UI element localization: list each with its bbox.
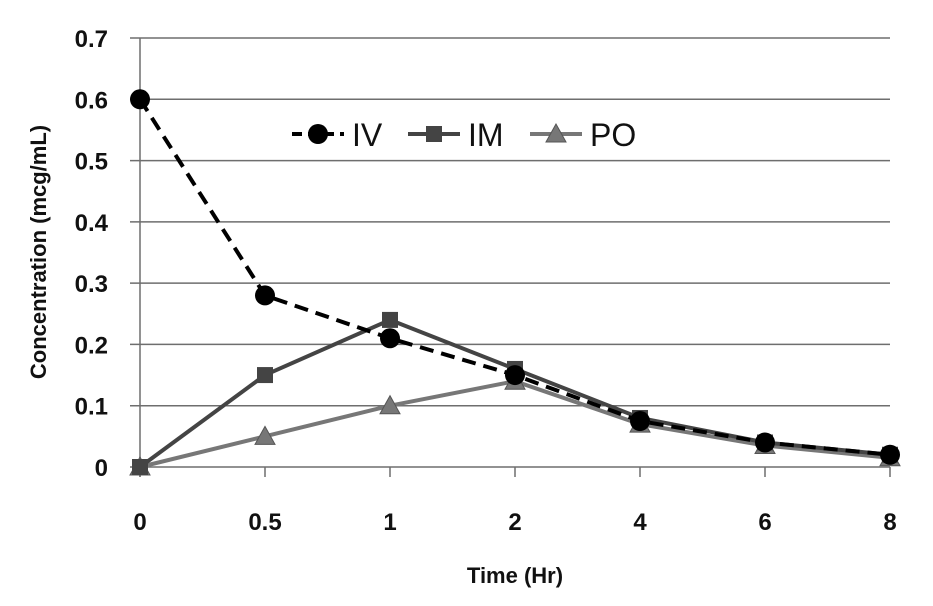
series-po [129,370,901,476]
series-im [132,311,898,475]
x-tick-label: 4 [633,509,647,536]
axes [139,38,891,477]
data-point-iv [505,365,525,386]
data-point-im [132,459,148,475]
legend-marker-iv [308,124,328,144]
y-tick-label: 0.5 [75,149,108,176]
x-tick-label: 6 [758,509,771,536]
y-tick-label: 0.1 [75,394,108,421]
legend-label: IV [352,117,383,153]
y-tick-label: 0.4 [75,210,109,237]
legend-label: PO [590,117,636,153]
data-point-iv [380,328,400,349]
y-tick-label: 0.6 [75,87,108,114]
legend-marker-po [545,122,567,143]
x-tick-label: 8 [883,509,896,536]
data-point-iv [130,89,150,110]
data-point-iv [755,432,775,453]
x-tick-labels: 0 0.5 1 2 4 6 8 [133,509,896,536]
y-tick-label: 0.7 [75,26,108,53]
data-point-im [257,367,273,384]
x-tick-label: 2 [508,509,521,536]
y-tick-label: 0 [95,455,108,482]
legend: IV IM PO [292,117,636,153]
y-tick-labels: 0 0.1 0.2 0.3 0.4 0.5 0.6 0.7 [75,26,109,482]
legend-item-im: IM [408,117,504,153]
legend-item-iv: IV [292,117,383,153]
data-point-po [254,425,276,445]
legend-label: IM [468,117,504,153]
x-tick-label: 0.5 [248,509,281,536]
y-tick-label: 0.3 [75,271,108,298]
data-point-iv [255,285,275,306]
data-point-iv [630,411,650,432]
x-tick-label: 1 [383,509,396,536]
legend-item-po: PO [530,117,636,153]
x-tick-label: 0 [133,509,146,536]
series-iv [130,89,900,465]
series-group [129,89,901,476]
gridlines [130,37,890,468]
data-point-iv [880,444,900,465]
data-point-im [382,311,398,328]
y-axis-title: Concentration (mcg/mL) [26,125,51,379]
x-axis-title: Time (Hr) [467,563,563,588]
y-tick-label: 0.2 [75,332,108,359]
legend-marker-im [426,126,442,142]
series-line-iv [138,98,891,457]
series-line-po [139,379,891,469]
data-point-po [379,394,401,415]
series-line-im [138,317,891,469]
